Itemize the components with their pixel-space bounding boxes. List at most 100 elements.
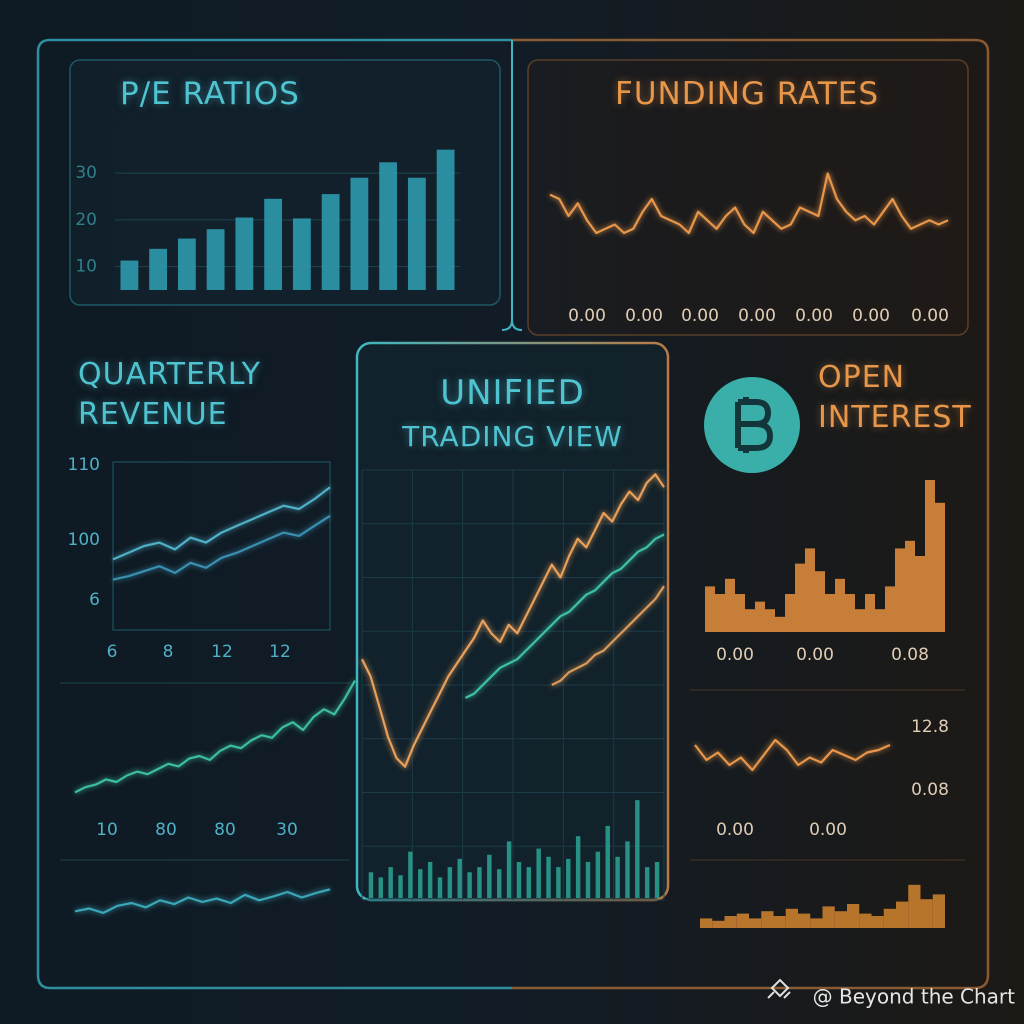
- line: [112, 514, 331, 581]
- x-axis-label: 0.00: [738, 306, 776, 326]
- bar: [915, 556, 925, 632]
- bar: [516, 861, 522, 898]
- funding-panel: [527, 59, 969, 336]
- bar: [724, 916, 737, 928]
- line: [465, 533, 665, 699]
- bar: [775, 616, 785, 632]
- bar: [427, 861, 433, 898]
- bar: [805, 548, 815, 632]
- bar: [871, 916, 884, 928]
- x-axis-label: 6: [107, 642, 118, 662]
- chart-title: UNIFIED: [440, 373, 585, 413]
- bar: [859, 913, 872, 928]
- bar: [526, 867, 532, 898]
- bar: [654, 861, 660, 898]
- bar: [437, 877, 443, 898]
- bar: [735, 594, 745, 632]
- bar: [700, 918, 713, 928]
- x-axis-label: 0.00: [795, 306, 833, 326]
- y-tick-label: 30: [75, 163, 97, 183]
- line: [112, 486, 331, 561]
- x-axis-label: 30: [276, 820, 298, 840]
- bar: [865, 594, 875, 632]
- chart-title: QUARTERLY REVENUE: [78, 357, 261, 432]
- bar: [822, 906, 835, 928]
- chart-subtitle: TRADING VIEW: [402, 420, 623, 453]
- x-axis-label: 0.00: [911, 306, 949, 326]
- line: [74, 888, 331, 914]
- bar: [847, 904, 860, 928]
- x-axis-label: 12: [211, 642, 233, 662]
- bar: [725, 578, 735, 632]
- x-axis-label: 80: [214, 820, 236, 840]
- bar: [644, 867, 650, 898]
- bar: [292, 218, 311, 290]
- line: [694, 738, 891, 772]
- bar: [457, 858, 462, 898]
- x-axis-label: 0.00: [681, 306, 719, 326]
- bar: [834, 911, 847, 928]
- line: [551, 585, 665, 686]
- bar: [712, 920, 725, 928]
- bar: [585, 861, 591, 898]
- bar: [896, 901, 909, 928]
- bar: [467, 872, 472, 898]
- bar: [575, 836, 581, 898]
- line: [361, 473, 665, 768]
- right-frame: [512, 38, 990, 990]
- x-axis-label: 0.00: [809, 820, 847, 840]
- bar: [321, 194, 340, 290]
- bar: [407, 177, 426, 290]
- bar: [785, 594, 795, 632]
- bar: [825, 594, 835, 632]
- bar: [379, 162, 398, 290]
- bar: [761, 911, 774, 928]
- bar: [715, 594, 725, 632]
- bar: [615, 856, 620, 898]
- y-axis-label: 6: [89, 590, 100, 610]
- bar: [815, 571, 825, 632]
- x-axis-label: 0.08: [891, 645, 929, 665]
- bar: [705, 586, 715, 632]
- bar: [773, 916, 786, 928]
- bar: [487, 854, 492, 898]
- bar: [845, 594, 855, 632]
- line: [549, 172, 949, 235]
- x-axis-label: 0.00: [568, 306, 606, 326]
- bar: [935, 502, 945, 632]
- x-axis-label: 0.00: [625, 306, 663, 326]
- x-axis-label: 12: [269, 642, 291, 662]
- bar: [745, 609, 755, 632]
- bar: [506, 841, 512, 898]
- x-axis-label: 0.00: [852, 306, 890, 326]
- watermark-icon: [767, 978, 791, 999]
- y-axis-label: 0.08: [911, 780, 949, 800]
- bitcoin-symbol: [735, 397, 773, 453]
- bar: [920, 899, 933, 928]
- x-axis-label: 0.00: [716, 820, 754, 840]
- bar: [536, 848, 541, 898]
- bar: [925, 480, 935, 632]
- bar: [408, 851, 413, 898]
- divider: [501, 40, 523, 331]
- x-axis-label: 0.00: [716, 645, 754, 665]
- bar: [235, 217, 254, 290]
- left-frame: [36, 38, 512, 990]
- bar: [388, 867, 393, 898]
- bar: [908, 884, 921, 928]
- bar: [206, 229, 225, 290]
- bar: [149, 248, 168, 290]
- x-axis-label: 10: [96, 820, 118, 840]
- plot-frame: [112, 461, 331, 631]
- x-axis-label: 80: [155, 820, 177, 840]
- bar: [566, 858, 571, 898]
- bar: [883, 908, 896, 928]
- bar: [605, 825, 610, 898]
- y-tick-label: 10: [75, 257, 97, 277]
- bar: [765, 609, 775, 632]
- x-axis-label: 8: [163, 642, 174, 662]
- bar: [795, 563, 805, 632]
- bar: [855, 609, 865, 632]
